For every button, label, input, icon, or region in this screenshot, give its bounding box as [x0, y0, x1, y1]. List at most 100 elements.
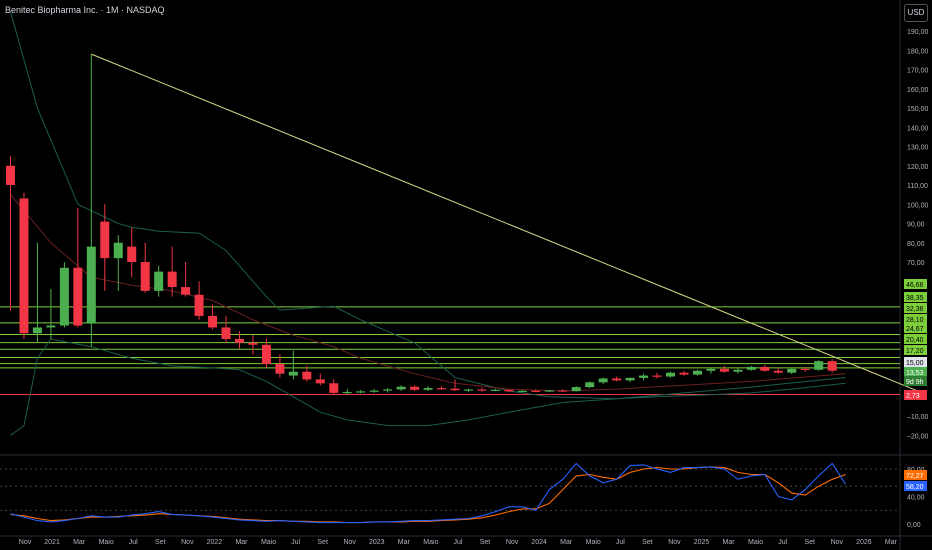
- candle-body: [585, 382, 595, 388]
- price-badge-label: 46,66: [906, 282, 924, 289]
- x-tick-label: Mar: [73, 539, 86, 546]
- candle-body: [73, 267, 83, 326]
- price-badge: [904, 323, 927, 333]
- candle-body: [194, 294, 204, 316]
- candle-body: [208, 315, 218, 328]
- candle-body: [396, 386, 406, 390]
- price-badge: [904, 345, 927, 355]
- candle-body: [800, 368, 810, 371]
- x-tick-label: Set: [155, 539, 166, 546]
- candle-body: [410, 386, 420, 390]
- x-tick-label: 2023: [369, 539, 385, 546]
- y-tick-label: 140,00: [907, 125, 929, 132]
- upper-band-line: [10, 11, 846, 400]
- y-tick-label: 180,00: [907, 48, 929, 55]
- candle-body: [113, 242, 123, 259]
- candle-body: [423, 388, 433, 390]
- y-tick-label: 120,00: [907, 164, 929, 171]
- candle-body: [329, 383, 339, 393]
- candle-body: [666, 372, 676, 377]
- candle-body: [517, 390, 527, 392]
- y-tick-label: 90,00: [907, 222, 925, 229]
- price-badge: [904, 390, 927, 400]
- price-badge-label: 24,67: [906, 326, 924, 333]
- x-tick-label: 2021: [44, 539, 60, 546]
- x-tick-label: Mar: [235, 539, 248, 546]
- price-badge-label: 28,10: [906, 317, 924, 324]
- candle-body: [827, 361, 837, 371]
- x-tick-label: Jul: [453, 539, 462, 546]
- y-tick-label: 100,00: [907, 202, 929, 209]
- candle-body: [477, 389, 487, 391]
- candle-body: [679, 372, 689, 375]
- candle-body: [383, 389, 393, 391]
- x-tick-label: Mar: [723, 539, 736, 546]
- candle-body: [315, 379, 325, 384]
- candle-body: [167, 271, 177, 288]
- price-badge-label: 2,73: [906, 393, 920, 400]
- candle-body: [100, 221, 110, 259]
- candle-body: [19, 198, 29, 334]
- lower-band-line: [10, 338, 846, 436]
- candle-body: [450, 388, 460, 391]
- candle-body: [598, 378, 608, 383]
- osc-badge-label: 58,20: [906, 484, 924, 491]
- price-badge-label: 38,35: [906, 295, 924, 302]
- x-tick-label: Mar: [560, 539, 573, 546]
- oscillator-fast-line: [10, 462, 847, 524]
- candle-body: [706, 368, 716, 371]
- candle-body: [356, 391, 366, 393]
- x-tick-label: Maio: [99, 539, 114, 546]
- x-tick-label: Set: [480, 539, 491, 546]
- y-tick-label: 130,00: [907, 145, 929, 152]
- x-tick-label: 2025: [694, 539, 710, 546]
- candle-body: [32, 327, 42, 334]
- candle-body: [490, 389, 500, 392]
- x-tick-label: 2026: [856, 539, 872, 546]
- y-tick-label: 160,00: [907, 87, 929, 94]
- price-badge: [904, 292, 927, 302]
- x-tick-label: Set: [804, 539, 815, 546]
- x-tick-label: Jul: [616, 539, 625, 546]
- candle-body: [275, 364, 285, 374]
- candle-body: [463, 389, 473, 391]
- candle-body: [531, 390, 541, 392]
- candle-body: [692, 370, 702, 375]
- price-badge-label: 17,20: [906, 348, 924, 355]
- x-tick-label: Maio: [586, 539, 601, 546]
- y-tick-label: 170,00: [907, 68, 929, 75]
- candle-body: [544, 390, 554, 392]
- candle-body: [248, 342, 258, 345]
- x-tick-label: Maio: [748, 539, 763, 546]
- price-badge: [904, 357, 927, 367]
- currency-button[interactable]: USD: [904, 4, 928, 22]
- price-badge-label: 13,53: [906, 370, 924, 377]
- candle-body: [625, 377, 635, 381]
- x-tick-label: Mar: [885, 539, 898, 546]
- price-badge-label: 32,36: [906, 306, 924, 313]
- candle-body: [571, 387, 581, 392]
- candle-body: [288, 371, 298, 376]
- y-tick-label: 190,00: [907, 29, 929, 36]
- candle-body: [369, 390, 379, 392]
- y-tick-label: 80,00: [907, 241, 925, 248]
- price-badge: [904, 334, 927, 344]
- x-tick-label: Nov: [181, 539, 194, 546]
- candle-body: [6, 165, 15, 185]
- candle-body: [787, 368, 797, 373]
- x-tick-label: Jul: [129, 539, 138, 546]
- candle-body: [558, 390, 568, 392]
- price-badge: [904, 314, 927, 324]
- candle-body: [733, 369, 743, 372]
- candle-body: [612, 378, 622, 381]
- candle-body: [719, 368, 729, 372]
- x-tick-label: Maio: [423, 539, 438, 546]
- osc-tick-label: 0,00: [907, 522, 921, 529]
- candle-body: [437, 388, 447, 390]
- price-badge-label: 15,00: [906, 360, 924, 367]
- candle-body: [746, 366, 756, 370]
- candle-body: [234, 339, 244, 343]
- candle-body: [154, 271, 164, 291]
- x-tick-label: 2024: [531, 539, 547, 546]
